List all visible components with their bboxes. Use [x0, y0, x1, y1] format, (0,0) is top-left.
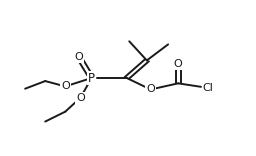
Text: Cl: Cl — [203, 83, 214, 93]
Text: O: O — [174, 59, 183, 69]
Text: O: O — [61, 81, 70, 91]
Text: P: P — [88, 71, 95, 85]
Text: O: O — [75, 52, 83, 62]
Text: O: O — [146, 84, 155, 95]
Text: O: O — [76, 93, 85, 103]
